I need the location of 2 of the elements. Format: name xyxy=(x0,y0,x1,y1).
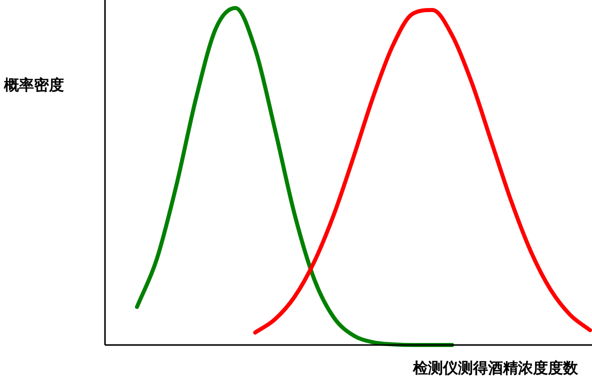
y-axis-title: 概率密度 xyxy=(3,76,64,94)
x-axis-title: 检测仪测得酒精浓度度数 xyxy=(412,359,579,377)
